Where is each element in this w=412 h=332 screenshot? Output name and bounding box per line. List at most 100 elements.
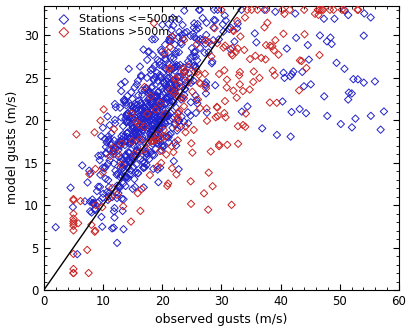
Stations <=500m (120, 131, 126, 137)
Stations <=500m (193, 37, 200, 42)
Stations <=500m (173, 105, 180, 110)
Stations >500m (164, 183, 171, 189)
Stations <=500m (122, 175, 128, 181)
Stations >500m (151, 21, 157, 26)
Stations >500m (177, 95, 184, 100)
Stations <=500m (133, 131, 139, 136)
Stations <=500m (181, 87, 188, 92)
Stations <=500m (152, 105, 159, 110)
Stations <=500m (187, 33, 194, 39)
Stations <=500m (126, 115, 133, 120)
Stations <=500m (143, 133, 149, 139)
Stations <=500m (165, 135, 172, 140)
Stations >500m (201, 71, 208, 76)
Stations >500m (221, 111, 227, 116)
Stations >500m (182, 130, 189, 135)
Stations <=500m (163, 100, 170, 105)
Stations <=500m (117, 159, 124, 164)
Stations <=500m (158, 49, 165, 55)
Stations <=500m (109, 226, 115, 231)
Stations <=500m (92, 207, 98, 212)
Stations >500m (77, 199, 84, 204)
Stations <=500m (141, 88, 148, 93)
Stations <=500m (106, 190, 113, 195)
Stations >500m (137, 149, 143, 154)
Stations <=500m (138, 101, 144, 106)
Stations <=500m (186, 70, 192, 76)
Stations <=500m (149, 107, 155, 113)
Stations <=500m (100, 165, 106, 170)
Stations <=500m (176, 29, 183, 35)
Stations >500m (208, 149, 214, 154)
Stations <=500m (194, 101, 201, 106)
Stations <=500m (168, 82, 175, 88)
Stations >500m (70, 270, 77, 276)
Stations >500m (110, 145, 116, 150)
Stations <=500m (135, 124, 142, 129)
Stations <=500m (120, 124, 126, 129)
Stations <=500m (211, 17, 217, 23)
Stations >500m (147, 172, 153, 178)
Stations <=500m (126, 158, 132, 163)
Stations <=500m (105, 137, 112, 142)
Stations >500m (242, 15, 248, 20)
Stations <=500m (170, 23, 177, 28)
Stations <=500m (239, 109, 245, 114)
Stations <=500m (116, 143, 122, 148)
Stations <=500m (304, 42, 311, 48)
Stations >500m (138, 186, 145, 192)
Stations <=500m (164, 73, 171, 78)
Stations >500m (252, 53, 259, 58)
Stations <=500m (164, 111, 170, 117)
Stations <=500m (154, 107, 161, 113)
Stations >500m (223, 85, 230, 90)
Stations <=500m (122, 116, 129, 122)
Stations >500m (315, 12, 322, 18)
Stations <=500m (185, 59, 192, 64)
Stations <=500m (192, 54, 199, 59)
Stations <=500m (152, 63, 158, 68)
Stations >500m (269, 44, 276, 49)
Stations <=500m (212, 18, 218, 23)
Stations <=500m (153, 124, 159, 130)
Stations >500m (141, 124, 147, 129)
Stations <=500m (171, 122, 178, 127)
Stations >500m (171, 90, 178, 95)
Stations <=500m (140, 122, 146, 127)
Stations <=500m (157, 114, 164, 119)
Stations >500m (152, 107, 159, 112)
Stations <=500m (333, 60, 340, 65)
Stations <=500m (211, 7, 218, 13)
Stations <=500m (152, 146, 159, 152)
Stations <=500m (146, 117, 153, 123)
Stations <=500m (102, 176, 109, 181)
Stations <=500m (159, 121, 166, 126)
Stations <=500m (115, 191, 122, 196)
Stations <=500m (150, 166, 157, 172)
Stations >500m (214, 105, 220, 110)
Stations >500m (84, 247, 91, 253)
Stations <=500m (169, 62, 176, 68)
Stations >500m (236, 69, 243, 75)
Stations <=500m (112, 101, 118, 107)
Stations >500m (263, 42, 269, 48)
Stations <=500m (191, 34, 197, 40)
Stations <=500m (176, 118, 183, 124)
Stations <=500m (166, 113, 172, 118)
Stations <=500m (150, 114, 157, 119)
Stations <=500m (189, 45, 195, 51)
Stations >500m (120, 204, 126, 209)
Stations >500m (267, 100, 273, 105)
Stations >500m (163, 152, 169, 157)
Stations <=500m (171, 77, 178, 83)
Stations <=500m (123, 120, 129, 125)
Stations <=500m (178, 32, 185, 38)
Stations >500m (189, 89, 196, 94)
Stations <=500m (144, 151, 150, 157)
Stations <=500m (172, 82, 178, 87)
Stations >500m (209, 184, 216, 189)
Stations <=500m (157, 84, 164, 90)
Stations <=500m (120, 226, 127, 232)
Stations <=500m (122, 79, 128, 85)
Stations <=500m (203, 20, 210, 26)
